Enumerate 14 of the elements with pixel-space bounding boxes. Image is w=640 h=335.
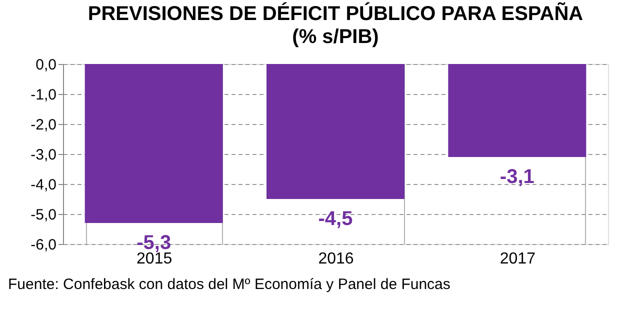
y-tick-label: -4,0 <box>30 176 56 194</box>
data-label: -4,5 <box>318 208 353 230</box>
x-tick-label: 2016 <box>318 250 354 268</box>
chart-subtitle: (% s/PIB) <box>292 26 379 48</box>
chart-title: PREVISIONES DE DÉFICIT PÚBLICO PARA ESPAÑA <box>88 2 584 25</box>
data-label: -3,1 <box>500 166 534 188</box>
source-note: Fuente: Confebask con datos del Mº Economía y Panel de Funcas <box>8 276 450 293</box>
y-tick-label: -2,0 <box>30 116 56 134</box>
x-tick-label: 2017 <box>500 250 536 268</box>
y-tick-label: -3,0 <box>30 146 56 164</box>
y-tick-label: -1,0 <box>30 86 56 104</box>
y-tick-label: -6,0 <box>30 236 56 254</box>
y-tick-label: -5,0 <box>30 206 56 224</box>
y-tick-label: 0,0 <box>36 56 56 74</box>
